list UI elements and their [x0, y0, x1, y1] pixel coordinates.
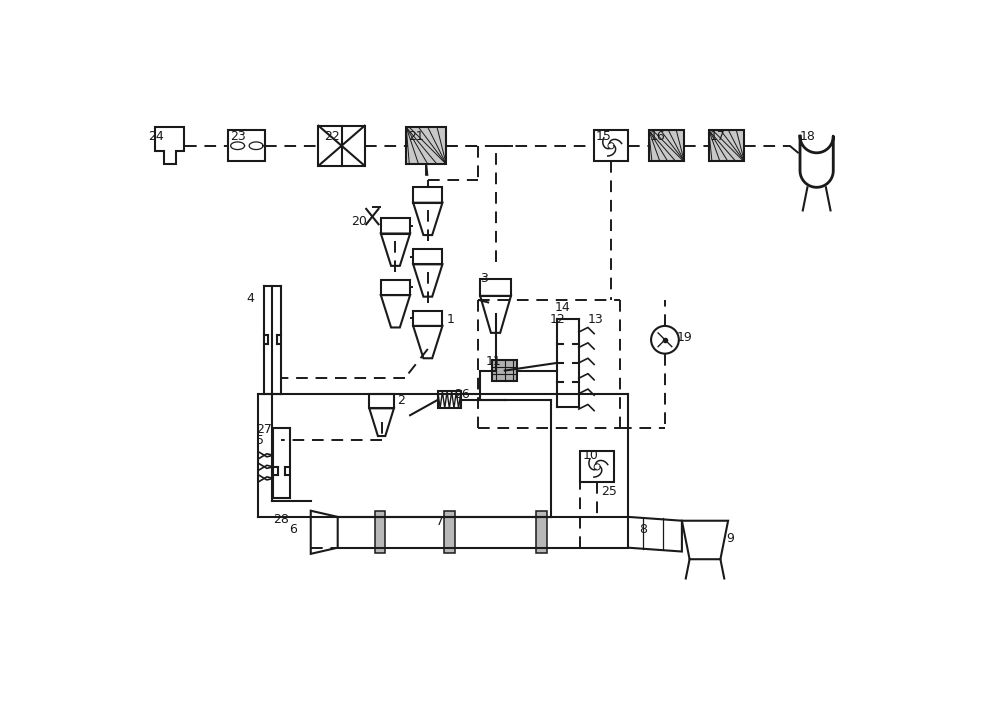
- Text: 21: 21: [408, 129, 424, 143]
- Text: 9: 9: [726, 532, 734, 545]
- FancyBboxPatch shape: [444, 511, 455, 553]
- Text: 25: 25: [601, 485, 617, 498]
- Text: 15: 15: [596, 129, 612, 143]
- Text: 20: 20: [351, 215, 367, 228]
- Text: 10: 10: [583, 449, 598, 462]
- Text: 4: 4: [247, 292, 255, 305]
- FancyBboxPatch shape: [536, 511, 547, 553]
- Polygon shape: [800, 136, 833, 187]
- Text: 11: 11: [486, 355, 501, 368]
- Text: 1: 1: [447, 313, 455, 326]
- Text: 3: 3: [480, 272, 488, 285]
- Text: 27: 27: [256, 423, 272, 436]
- Text: 18: 18: [800, 129, 816, 143]
- Text: 26: 26: [454, 388, 470, 401]
- FancyBboxPatch shape: [709, 131, 744, 161]
- Text: 7: 7: [436, 516, 444, 528]
- Text: 23: 23: [230, 129, 246, 143]
- FancyBboxPatch shape: [492, 360, 517, 381]
- Text: 6: 6: [289, 523, 297, 536]
- Text: 2: 2: [397, 393, 405, 407]
- FancyBboxPatch shape: [375, 511, 385, 553]
- FancyBboxPatch shape: [406, 127, 446, 164]
- Text: 8: 8: [640, 523, 648, 536]
- Text: 22: 22: [324, 129, 340, 143]
- Text: 5: 5: [256, 435, 264, 448]
- Text: 28: 28: [274, 513, 289, 526]
- Text: 24: 24: [148, 129, 164, 143]
- Text: 14: 14: [555, 301, 571, 314]
- Text: 16: 16: [650, 129, 665, 143]
- Text: 12: 12: [549, 313, 565, 326]
- Text: 13: 13: [588, 313, 604, 326]
- Text: 19: 19: [677, 331, 692, 343]
- FancyBboxPatch shape: [649, 131, 684, 161]
- Text: 17: 17: [710, 129, 725, 143]
